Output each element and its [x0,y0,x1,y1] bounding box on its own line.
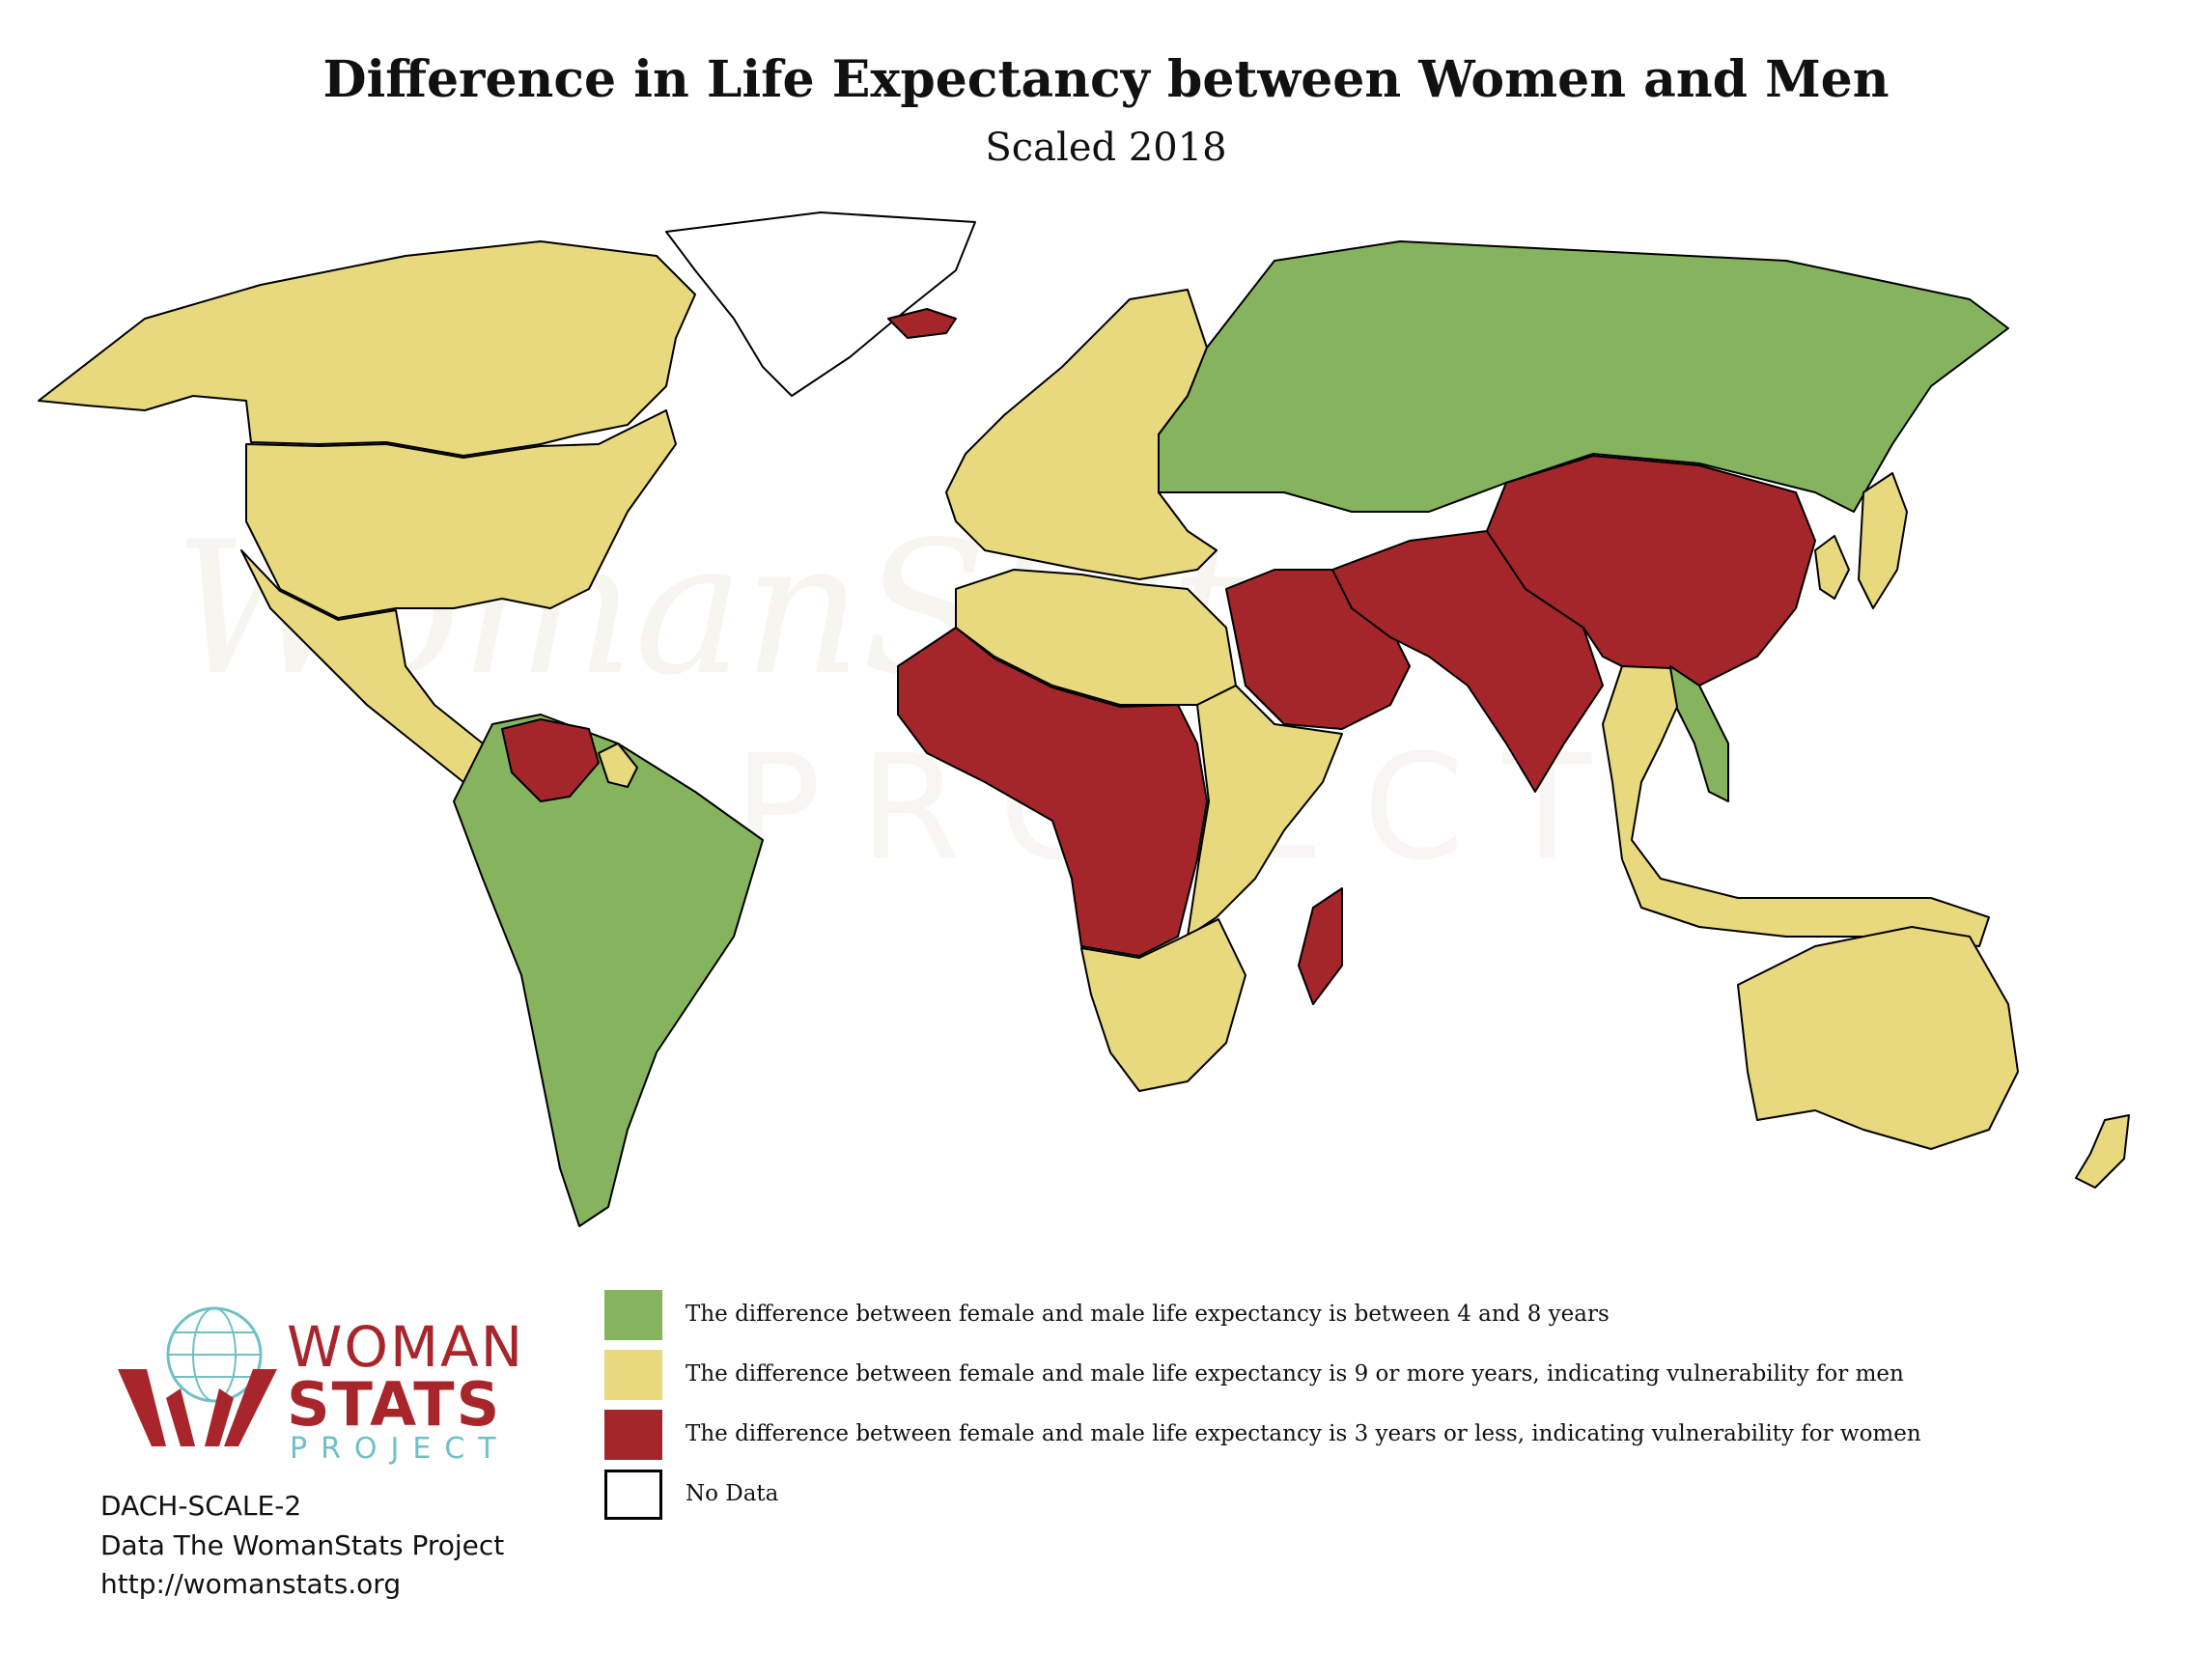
source-url: http://womanstats.org [100,1568,402,1601]
region-greenland [665,211,976,397]
credits: DACH-SCALE-2 Data The WomanStats Project… [100,1487,504,1605]
legend-label-no-data: No Data [686,1481,779,1506]
logo-hands-globe-icon [118,1306,277,1446]
legend-label-red: The difference between female and male l… [686,1421,1921,1446]
legend-swatch-no-data [604,1470,662,1520]
womanstats-logo: WOMAN STATS PROJECT [108,1302,522,1466]
legend-label-yellow: The difference between female and male l… [686,1361,1904,1387]
logo-text-stats: STATS [287,1369,502,1440]
legend-label-green: The difference between female and male l… [686,1302,1610,1327]
region-iceland [887,308,957,339]
region-madagascar [1298,887,1343,1005]
region-east-africa [1187,685,1343,938]
legend-swatch-yellow [604,1350,662,1400]
map-title: Difference in Life Expectancy between Wo… [322,50,1890,109]
region-vietnam [1669,665,1729,802]
region-japan-and-korea [1814,472,1908,609]
world-map [38,211,2130,1227]
region-southeast-asia [1602,665,1990,947]
region-new-zealand [2075,1114,2130,1189]
logo-text-woman: WOMAN [287,1314,525,1380]
legend-swatch-green [604,1290,662,1340]
region-china [1486,455,1816,686]
legend-swatch-red [604,1410,662,1460]
map-subtitle: Scaled 2018 [985,126,1227,170]
region-europe [945,289,1218,580]
region-canada-and-alaska [38,240,696,457]
region-southern-africa [1080,918,1246,1092]
region-united-states [245,409,677,619]
map-code: DACH-SCALE-2 [100,1490,302,1522]
data-source: Data The WomanStats Project [100,1528,505,1561]
region-venezuela [501,718,600,802]
region-australia [1737,926,2019,1150]
region-western-and-central-africa [897,627,1208,957]
region-south-america [453,714,764,1227]
region-guyana [598,742,638,788]
logo-text-project: PROJECT [290,1432,510,1466]
region-russia-and-central-asia [1158,240,2009,513]
